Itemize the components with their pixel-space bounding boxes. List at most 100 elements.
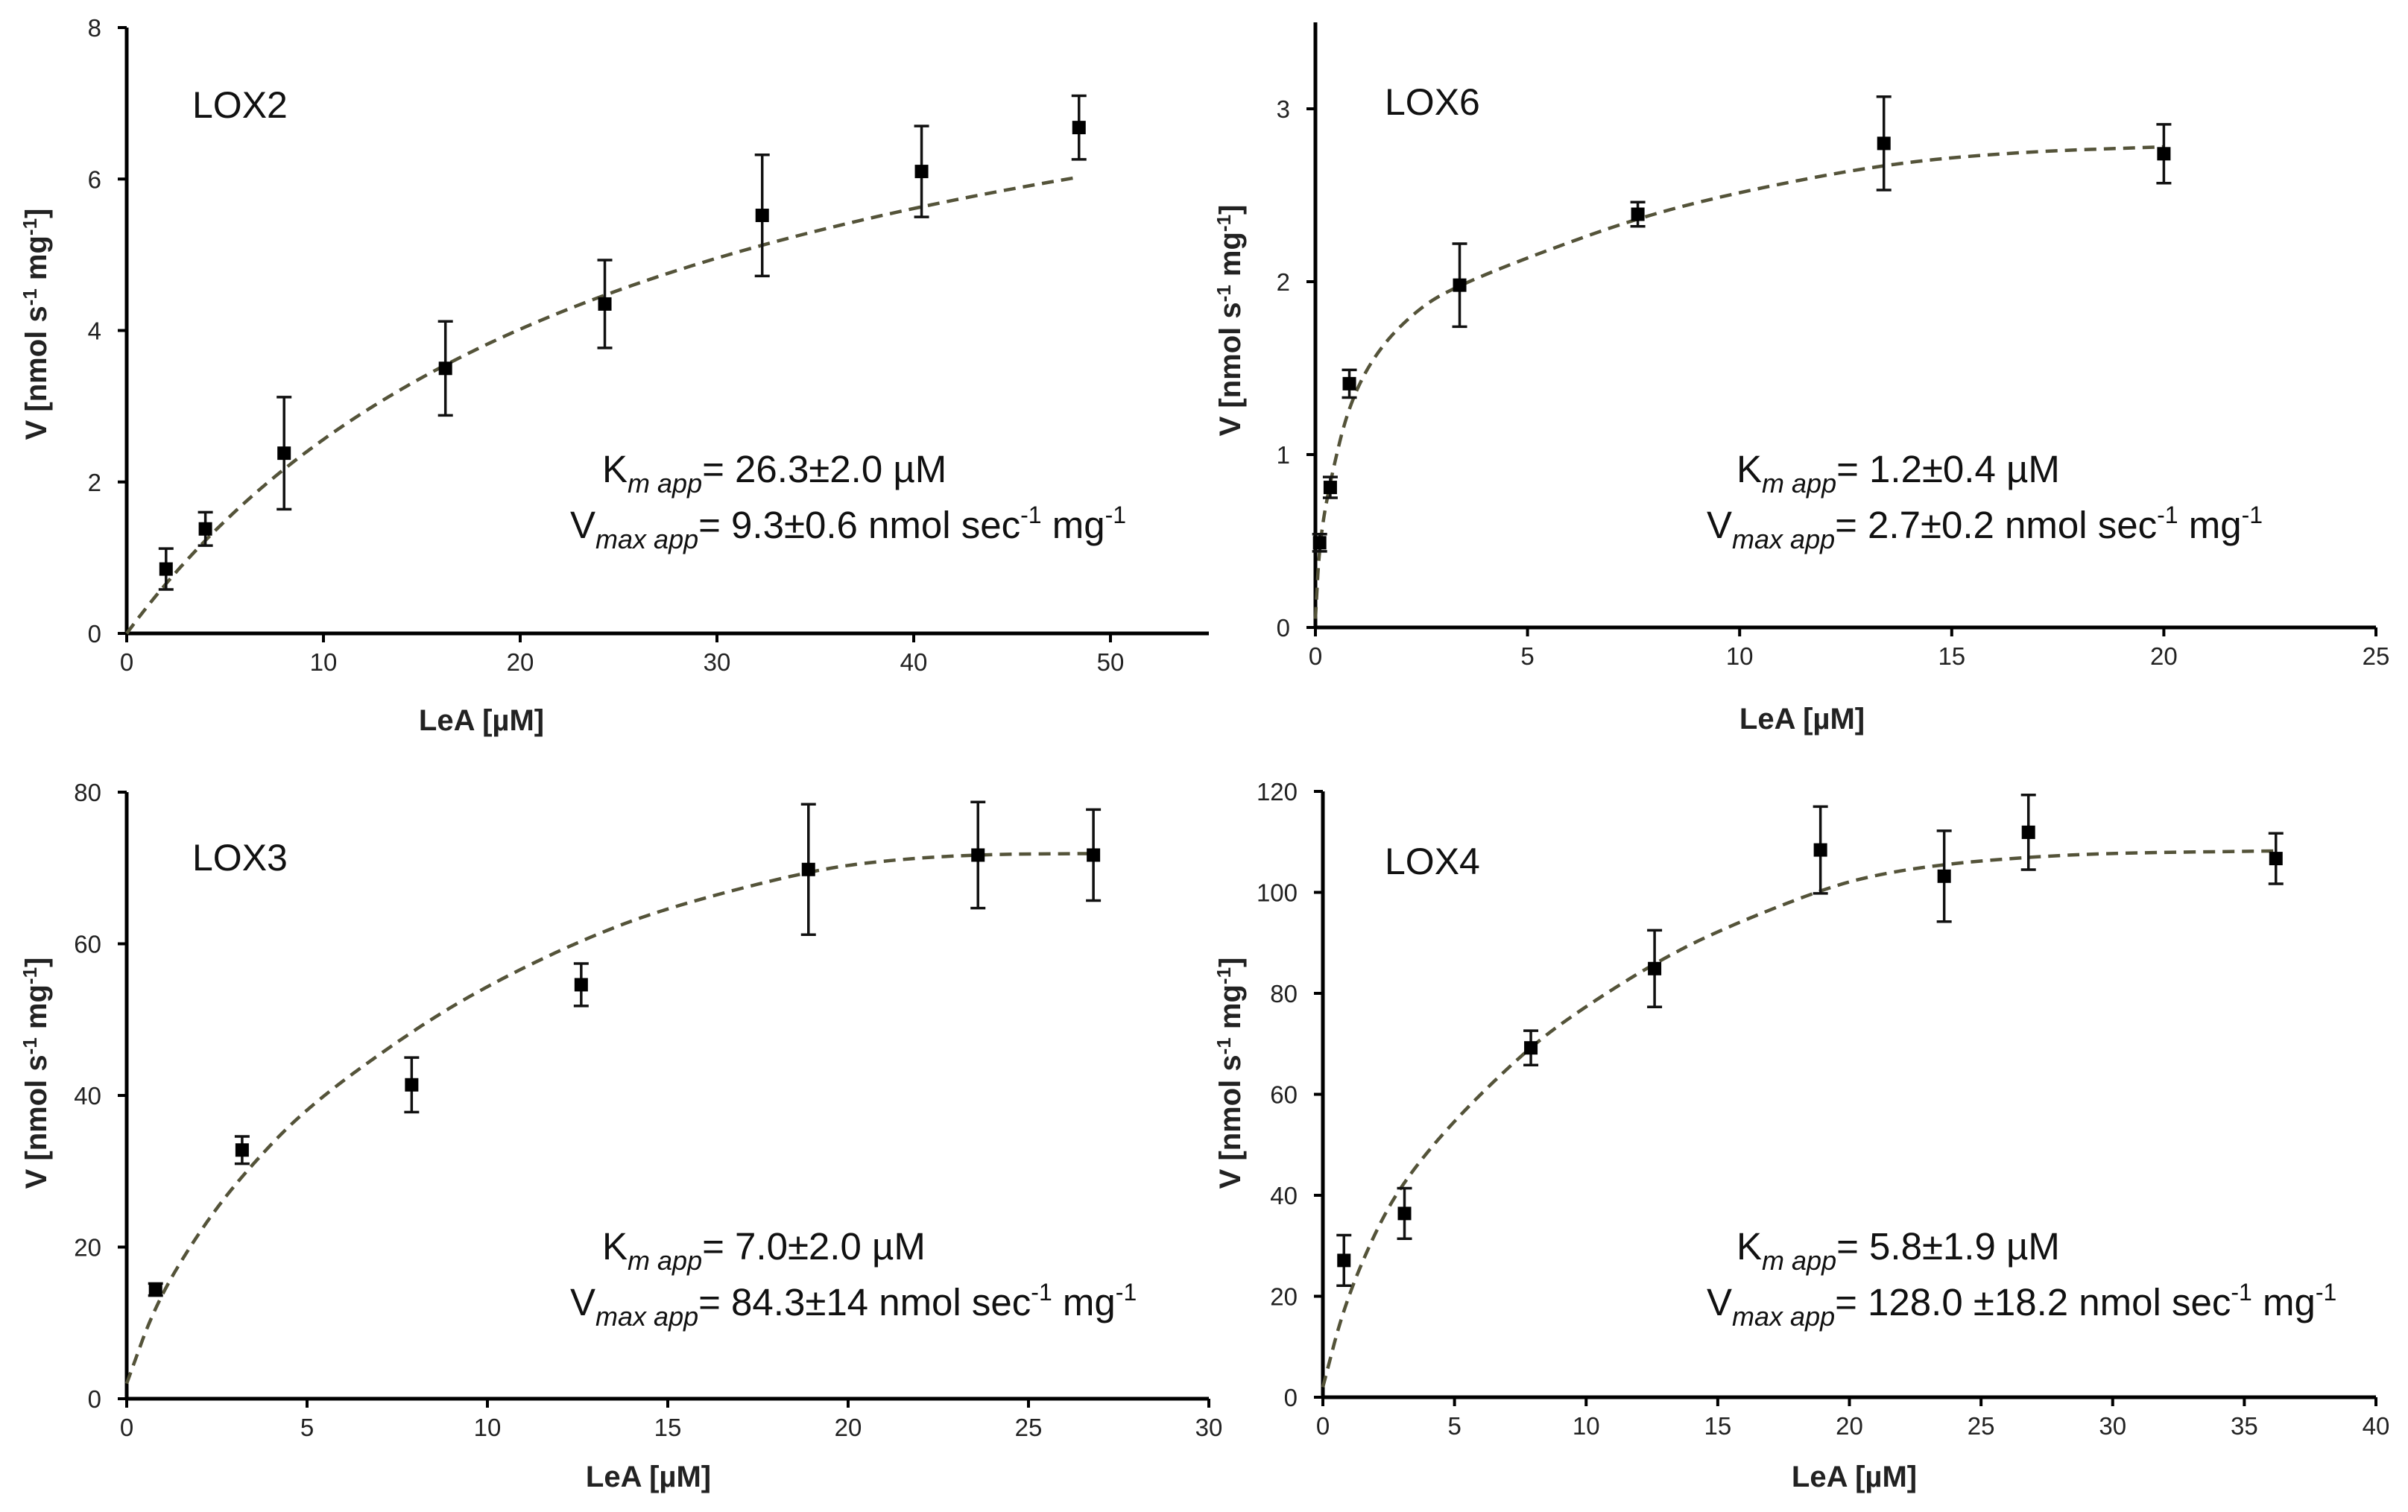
x-tick-label: 25 — [1015, 1414, 1043, 1441]
y-axis-label-part: V [nmol s — [1214, 1054, 1247, 1189]
x-tick-label: 20 — [507, 648, 534, 676]
x-tick-label: 20 — [835, 1414, 862, 1441]
data-point — [801, 862, 815, 876]
y-axis-label-sup: -1 — [1213, 1037, 1235, 1054]
vmax-superscript: -1 — [1020, 502, 1041, 528]
km-subscript: m app — [628, 468, 702, 499]
data-point — [914, 165, 929, 179]
y-axis-label-part: V [nmol s — [20, 1054, 53, 1189]
y-tick-label: 100 — [1257, 879, 1298, 907]
vmax-symbol: V — [1707, 504, 1732, 546]
y-axis-label-sup: -1 — [19, 288, 41, 306]
data-point — [1453, 278, 1467, 292]
y-axis-label-sup: -1 — [19, 1037, 41, 1054]
vmax-subscript: max app — [1732, 524, 1835, 554]
vmax-value: = 2.7±0.2 nmol sec — [1835, 504, 2157, 546]
panel-title: LOX4 — [1385, 841, 1480, 882]
x-tick-label: 10 — [474, 1414, 502, 1441]
data-point — [1323, 481, 1337, 495]
x-tick-label: 15 — [654, 1414, 682, 1441]
vmax-superscript: -1 — [1116, 1279, 1137, 1306]
x-axis-label: LeA [µM] — [1739, 703, 1865, 736]
y-tick-label: 20 — [1270, 1283, 1298, 1311]
vmax-superscript: -1 — [1105, 502, 1126, 528]
y-axis-label-part: mg — [20, 235, 53, 288]
x-tick-label: 20 — [2150, 642, 2178, 670]
x-tick-label: 50 — [1097, 648, 1125, 676]
y-tick-label: 2 — [88, 469, 101, 496]
x-tick-label: 25 — [2363, 642, 2390, 670]
vmax-value: = 84.3±14 nmol sec — [698, 1281, 1031, 1323]
km-symbol: K — [602, 448, 628, 490]
y-tick-label: 120 — [1257, 778, 1298, 806]
km-subscript: m app — [1762, 1245, 1836, 1276]
panel-title: LOX6 — [1385, 81, 1480, 123]
vmax-value: = 9.3±0.6 nmol sec — [698, 504, 1020, 546]
x-tick-label: 0 — [120, 648, 133, 676]
x-tick-label: 10 — [310, 648, 338, 676]
vmax-subscript: max app — [1732, 1301, 1835, 1332]
panel-title: LOX2 — [192, 84, 288, 126]
y-axis-label-part: ] — [1214, 958, 1247, 967]
vmax-annotation: Vmax app= 128.0 ±18.2 nmol sec-1 mg-1 — [1707, 1279, 2336, 1332]
y-tick-label: 60 — [74, 931, 101, 958]
data-point — [198, 522, 212, 536]
y-tick-label: 80 — [74, 779, 101, 806]
vmax-symbol: V — [570, 1281, 595, 1323]
km-value: = 7.0±2.0 µM — [702, 1225, 926, 1268]
y-tick-label: 3 — [1277, 95, 1290, 123]
data-point — [438, 361, 452, 376]
data-point — [1631, 207, 1645, 221]
vmax-annotation: Vmax app= 9.3±0.6 nmol sec-1 mg-1 — [570, 502, 1126, 554]
x-tick-label: 15 — [1938, 642, 1965, 670]
vmax-annotation: Vmax app= 2.7±0.2 nmol sec-1 mg-1 — [1707, 502, 2263, 554]
km-subscript: m app — [1762, 468, 1836, 499]
vmax-unit: mg — [2178, 504, 2242, 546]
vmax-symbol: V — [570, 504, 595, 546]
km-annotation: Km app= 26.3±2.0 µM — [602, 448, 947, 499]
x-axis-label: LeA [µM] — [419, 704, 544, 737]
x-tick-label: 20 — [1836, 1412, 1863, 1440]
data-point — [277, 446, 291, 461]
y-axis-label-part: ] — [20, 209, 53, 218]
fit-curve — [124, 852, 1094, 1385]
y-axis-label-part: V [nmol s — [20, 306, 53, 440]
x-axis-label: LeA [µM] — [586, 1461, 711, 1493]
data-point — [755, 209, 769, 223]
km-symbol: K — [1737, 1225, 1762, 1268]
data-point — [598, 297, 612, 311]
data-point — [2157, 147, 2171, 161]
vmax-superscript: -1 — [2316, 1279, 2336, 1306]
y-axis-label: V [nmol s-1 mg-1] — [1213, 205, 1247, 437]
data-point — [574, 978, 588, 992]
y-tick-label: 2 — [1277, 268, 1290, 296]
data-point — [2269, 852, 2283, 866]
x-tick-label: 0 — [1309, 642, 1322, 670]
data-point — [1937, 869, 1951, 883]
data-point — [1524, 1041, 1538, 1055]
km-subscript: m app — [628, 1245, 702, 1276]
y-axis-label-part: V [nmol s — [1214, 302, 1247, 436]
y-tick-label: 40 — [74, 1082, 101, 1110]
x-tick-label: 30 — [1195, 1414, 1223, 1441]
data-point — [971, 848, 985, 862]
x-tick-label: 0 — [1316, 1412, 1330, 1440]
y-tick-label: 20 — [74, 1234, 101, 1262]
y-tick-label: 6 — [88, 165, 101, 193]
y-tick-label: 1 — [1277, 441, 1290, 469]
y-tick-label: 80 — [1270, 980, 1298, 1008]
y-axis-label-sup: -1 — [19, 967, 41, 984]
data-point — [235, 1143, 249, 1157]
y-axis-label: V [nmol s-1 mg-1] — [19, 209, 53, 440]
data-point — [2021, 825, 2035, 839]
y-tick-label: 4 — [88, 317, 101, 345]
vmax-superscript: -1 — [2242, 502, 2263, 528]
y-axis-label-part: mg — [1214, 984, 1247, 1037]
y-axis-label-part: mg — [1214, 232, 1247, 285]
km-value: = 26.3±2.0 µM — [702, 448, 947, 490]
vmax-value: = 128.0 ±18.2 nmol sec — [1835, 1281, 2231, 1323]
y-axis-label-sup: -1 — [1213, 967, 1235, 984]
y-tick-label: 0 — [1284, 1384, 1298, 1411]
y-axis-label-part: ] — [20, 958, 53, 967]
